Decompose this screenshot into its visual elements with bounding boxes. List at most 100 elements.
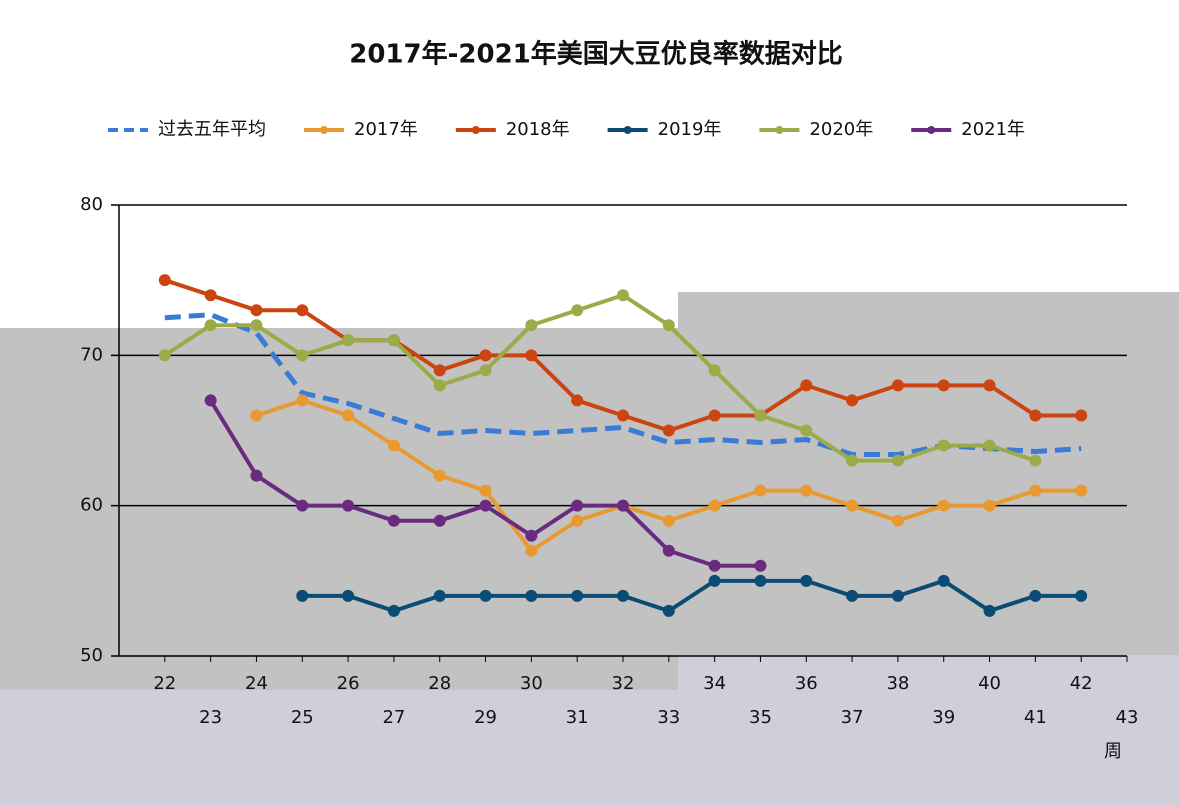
x-tick-label: 32 (612, 673, 635, 694)
data-point (204, 319, 217, 332)
legend-label: 2017年 (354, 119, 418, 140)
x-tick-label: 40 (978, 673, 1001, 694)
chart-title: 2017年-2021年美国大豆优良率数据对比 (349, 39, 843, 70)
data-point (479, 364, 492, 377)
data-point (525, 319, 538, 332)
data-point (479, 484, 492, 497)
data-point (296, 589, 309, 602)
y-tick-label: 50 (80, 645, 103, 666)
data-point (1075, 409, 1088, 422)
data-point (250, 469, 263, 482)
legend-marker (927, 126, 936, 134)
legend-label: 2018年 (506, 119, 570, 140)
data-point (937, 499, 950, 512)
data-point (296, 304, 309, 317)
series-line (302, 578, 1082, 614)
x-tick-label: 41 (1024, 707, 1047, 728)
legend-label: 2019年 (658, 119, 722, 140)
data-point (754, 559, 767, 572)
series-line (163, 292, 1036, 463)
x-tick-label: 25 (291, 707, 314, 728)
data-point (983, 379, 996, 392)
data-point (846, 589, 859, 602)
data-point (800, 484, 813, 497)
data-point (937, 439, 950, 452)
data-point (387, 514, 400, 527)
data-point (342, 589, 355, 602)
data-point (754, 409, 767, 422)
data-point (525, 544, 538, 557)
data-point (800, 424, 813, 437)
data-point (754, 574, 767, 587)
x-tick-label: 30 (520, 673, 543, 694)
data-point (250, 304, 263, 317)
x-tick-label: 38 (886, 673, 909, 694)
data-point (708, 574, 721, 587)
data-point (525, 589, 538, 602)
data-point (158, 274, 171, 287)
x-tick-label: 37 (841, 707, 864, 728)
data-point (1075, 589, 1088, 602)
overlay (678, 292, 1179, 655)
x-tick-label: 34 (703, 673, 726, 694)
data-point (433, 514, 446, 527)
data-point (342, 334, 355, 347)
data-point (846, 394, 859, 407)
data-point (983, 439, 996, 452)
overlay (0, 690, 680, 805)
data-point (1029, 484, 1042, 497)
data-point (525, 529, 538, 542)
x-tick-label: 36 (795, 673, 818, 694)
data-point (1075, 484, 1088, 497)
x-tick-label: 28 (428, 673, 451, 694)
data-point (571, 499, 584, 512)
data-point (708, 409, 721, 422)
x-tick-label: 39 (932, 707, 955, 728)
x-tick-label: 27 (382, 707, 405, 728)
x-tick-label: 43 (1116, 707, 1139, 728)
data-point (846, 454, 859, 467)
data-point (479, 499, 492, 512)
data-point (342, 409, 355, 422)
data-point (250, 319, 263, 332)
data-point (1029, 589, 1042, 602)
data-point (662, 319, 675, 332)
data-point (571, 304, 584, 317)
data-point (204, 394, 217, 407)
data-point (479, 349, 492, 362)
y-tick-label: 70 (80, 344, 103, 365)
data-point (983, 499, 996, 512)
data-point (891, 514, 904, 527)
data-point (937, 574, 950, 587)
legend-marker (471, 126, 480, 134)
data-point (296, 394, 309, 407)
x-tick-label: 33 (657, 707, 680, 728)
data-point (296, 349, 309, 362)
x-tick-label: 35 (749, 707, 772, 728)
data-point (800, 574, 813, 587)
data-point (158, 349, 171, 362)
legend-marker (623, 126, 632, 134)
data-point (662, 514, 675, 527)
data-point (525, 349, 538, 362)
data-point (662, 424, 675, 437)
data-point (708, 559, 721, 572)
data-point (204, 289, 217, 302)
overlay (678, 655, 1179, 805)
x-tick-label: 23 (199, 707, 222, 728)
x-tick-label: 24 (245, 673, 268, 694)
data-point (983, 604, 996, 617)
legend-marker (320, 126, 328, 134)
data-point (662, 604, 675, 617)
data-point (250, 409, 263, 422)
data-point (800, 379, 813, 392)
data-point (754, 484, 767, 497)
data-point (891, 379, 904, 392)
data-point (571, 394, 584, 407)
y-tick-label: 80 (80, 194, 103, 215)
data-point (571, 589, 584, 602)
data-point (571, 514, 584, 527)
data-point (1029, 409, 1042, 422)
data-point (937, 379, 950, 392)
